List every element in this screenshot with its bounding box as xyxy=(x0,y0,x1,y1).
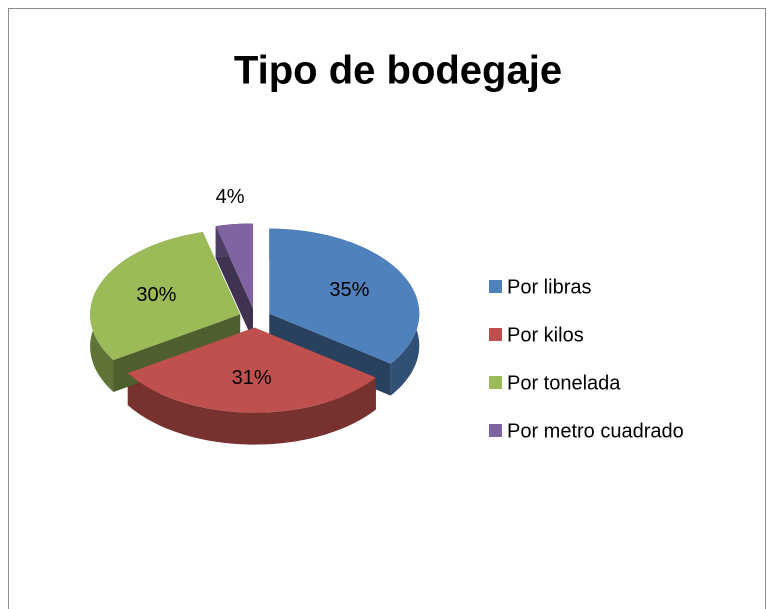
legend-label: Por libras xyxy=(507,276,591,298)
data-label: 4% xyxy=(216,186,245,208)
legend-label: Por kilos xyxy=(507,324,584,346)
legend-label: Por tonelada xyxy=(507,372,621,394)
pie-slice xyxy=(90,232,241,361)
legend-label: Por metro cuadrado xyxy=(507,420,684,442)
data-label: 30% xyxy=(136,284,176,306)
chart-title: Tipo de bodegaje xyxy=(234,49,562,93)
data-label: 35% xyxy=(329,279,369,301)
legend-swatch xyxy=(489,328,502,341)
pie-slice xyxy=(127,327,376,413)
legend-swatch xyxy=(489,280,502,293)
pie-slice xyxy=(215,223,253,309)
data-label: 31% xyxy=(232,367,272,389)
legend-swatch xyxy=(489,424,502,437)
legend-swatch xyxy=(489,376,502,389)
pie-slice-wall xyxy=(127,373,376,445)
pie-slice xyxy=(269,228,420,364)
